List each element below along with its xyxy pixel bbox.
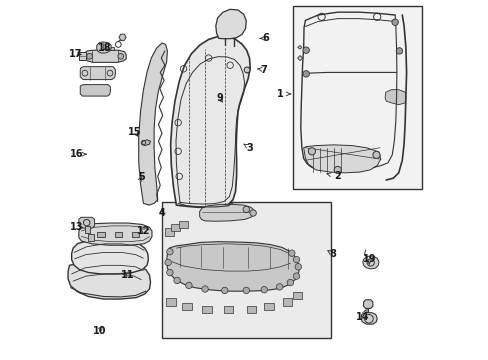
Circle shape: [391, 19, 398, 26]
Polygon shape: [171, 224, 180, 231]
Circle shape: [185, 282, 192, 289]
Circle shape: [118, 53, 123, 59]
Text: 9: 9: [216, 93, 223, 103]
Circle shape: [308, 148, 315, 155]
Bar: [292, 6, 421, 189]
Circle shape: [303, 47, 309, 53]
Text: 16: 16: [70, 149, 86, 159]
Polygon shape: [79, 51, 86, 59]
Polygon shape: [303, 145, 380, 173]
Polygon shape: [199, 204, 254, 221]
Text: 8: 8: [327, 248, 335, 258]
Polygon shape: [292, 292, 302, 299]
Polygon shape: [97, 47, 113, 50]
Text: 12: 12: [137, 226, 150, 236]
Circle shape: [243, 287, 249, 294]
Polygon shape: [84, 226, 90, 233]
Polygon shape: [88, 234, 94, 241]
Text: 2: 2: [326, 171, 341, 181]
Circle shape: [244, 67, 249, 73]
Polygon shape: [282, 298, 292, 306]
Circle shape: [249, 210, 256, 216]
Polygon shape: [68, 262, 150, 299]
Bar: [162, 202, 330, 338]
Polygon shape: [246, 306, 256, 313]
Text: 13: 13: [70, 222, 83, 232]
Circle shape: [372, 151, 379, 158]
Text: 17: 17: [69, 49, 82, 59]
Circle shape: [293, 273, 299, 279]
Polygon shape: [85, 50, 126, 62]
Text: 11: 11: [121, 270, 134, 280]
Polygon shape: [131, 231, 139, 237]
Polygon shape: [79, 217, 94, 228]
Polygon shape: [119, 34, 126, 40]
Polygon shape: [363, 300, 372, 309]
Circle shape: [276, 284, 282, 290]
Polygon shape: [139, 43, 167, 205]
Circle shape: [166, 248, 173, 255]
Circle shape: [294, 264, 301, 270]
Circle shape: [261, 287, 267, 293]
Text: 10: 10: [92, 325, 106, 336]
Polygon shape: [384, 90, 405, 105]
Text: 6: 6: [259, 33, 269, 43]
Circle shape: [303, 71, 309, 77]
Polygon shape: [179, 221, 188, 228]
Circle shape: [293, 256, 299, 263]
Polygon shape: [202, 306, 211, 313]
Text: 3: 3: [243, 143, 253, 153]
Circle shape: [286, 279, 293, 286]
Text: 14: 14: [355, 309, 369, 322]
Circle shape: [395, 48, 402, 54]
Polygon shape: [79, 223, 152, 245]
Polygon shape: [362, 256, 378, 269]
Polygon shape: [223, 306, 233, 314]
Text: 5: 5: [138, 172, 144, 182]
Text: 4: 4: [158, 208, 165, 218]
Text: 18: 18: [98, 43, 111, 53]
Polygon shape: [72, 240, 148, 274]
Polygon shape: [80, 85, 110, 96]
Polygon shape: [170, 37, 250, 207]
Polygon shape: [97, 231, 104, 237]
Circle shape: [86, 53, 92, 59]
Polygon shape: [360, 313, 376, 324]
Text: 1: 1: [276, 89, 290, 99]
Polygon shape: [182, 303, 191, 310]
Circle shape: [202, 286, 208, 292]
Polygon shape: [245, 67, 250, 73]
Polygon shape: [297, 55, 302, 60]
Circle shape: [221, 287, 227, 294]
Circle shape: [174, 277, 180, 284]
Text: 7: 7: [257, 64, 267, 75]
Circle shape: [288, 250, 294, 256]
Polygon shape: [97, 42, 111, 53]
Polygon shape: [297, 45, 301, 49]
Text: 19: 19: [362, 254, 375, 264]
Polygon shape: [142, 140, 150, 145]
Polygon shape: [115, 231, 122, 237]
Polygon shape: [166, 242, 298, 291]
Circle shape: [166, 269, 173, 276]
Polygon shape: [80, 67, 115, 80]
Polygon shape: [166, 298, 175, 306]
Polygon shape: [164, 228, 174, 235]
Polygon shape: [215, 9, 246, 39]
Circle shape: [243, 206, 249, 213]
Circle shape: [164, 259, 171, 266]
Polygon shape: [264, 303, 273, 310]
Text: 15: 15: [127, 127, 141, 136]
Circle shape: [333, 166, 341, 174]
